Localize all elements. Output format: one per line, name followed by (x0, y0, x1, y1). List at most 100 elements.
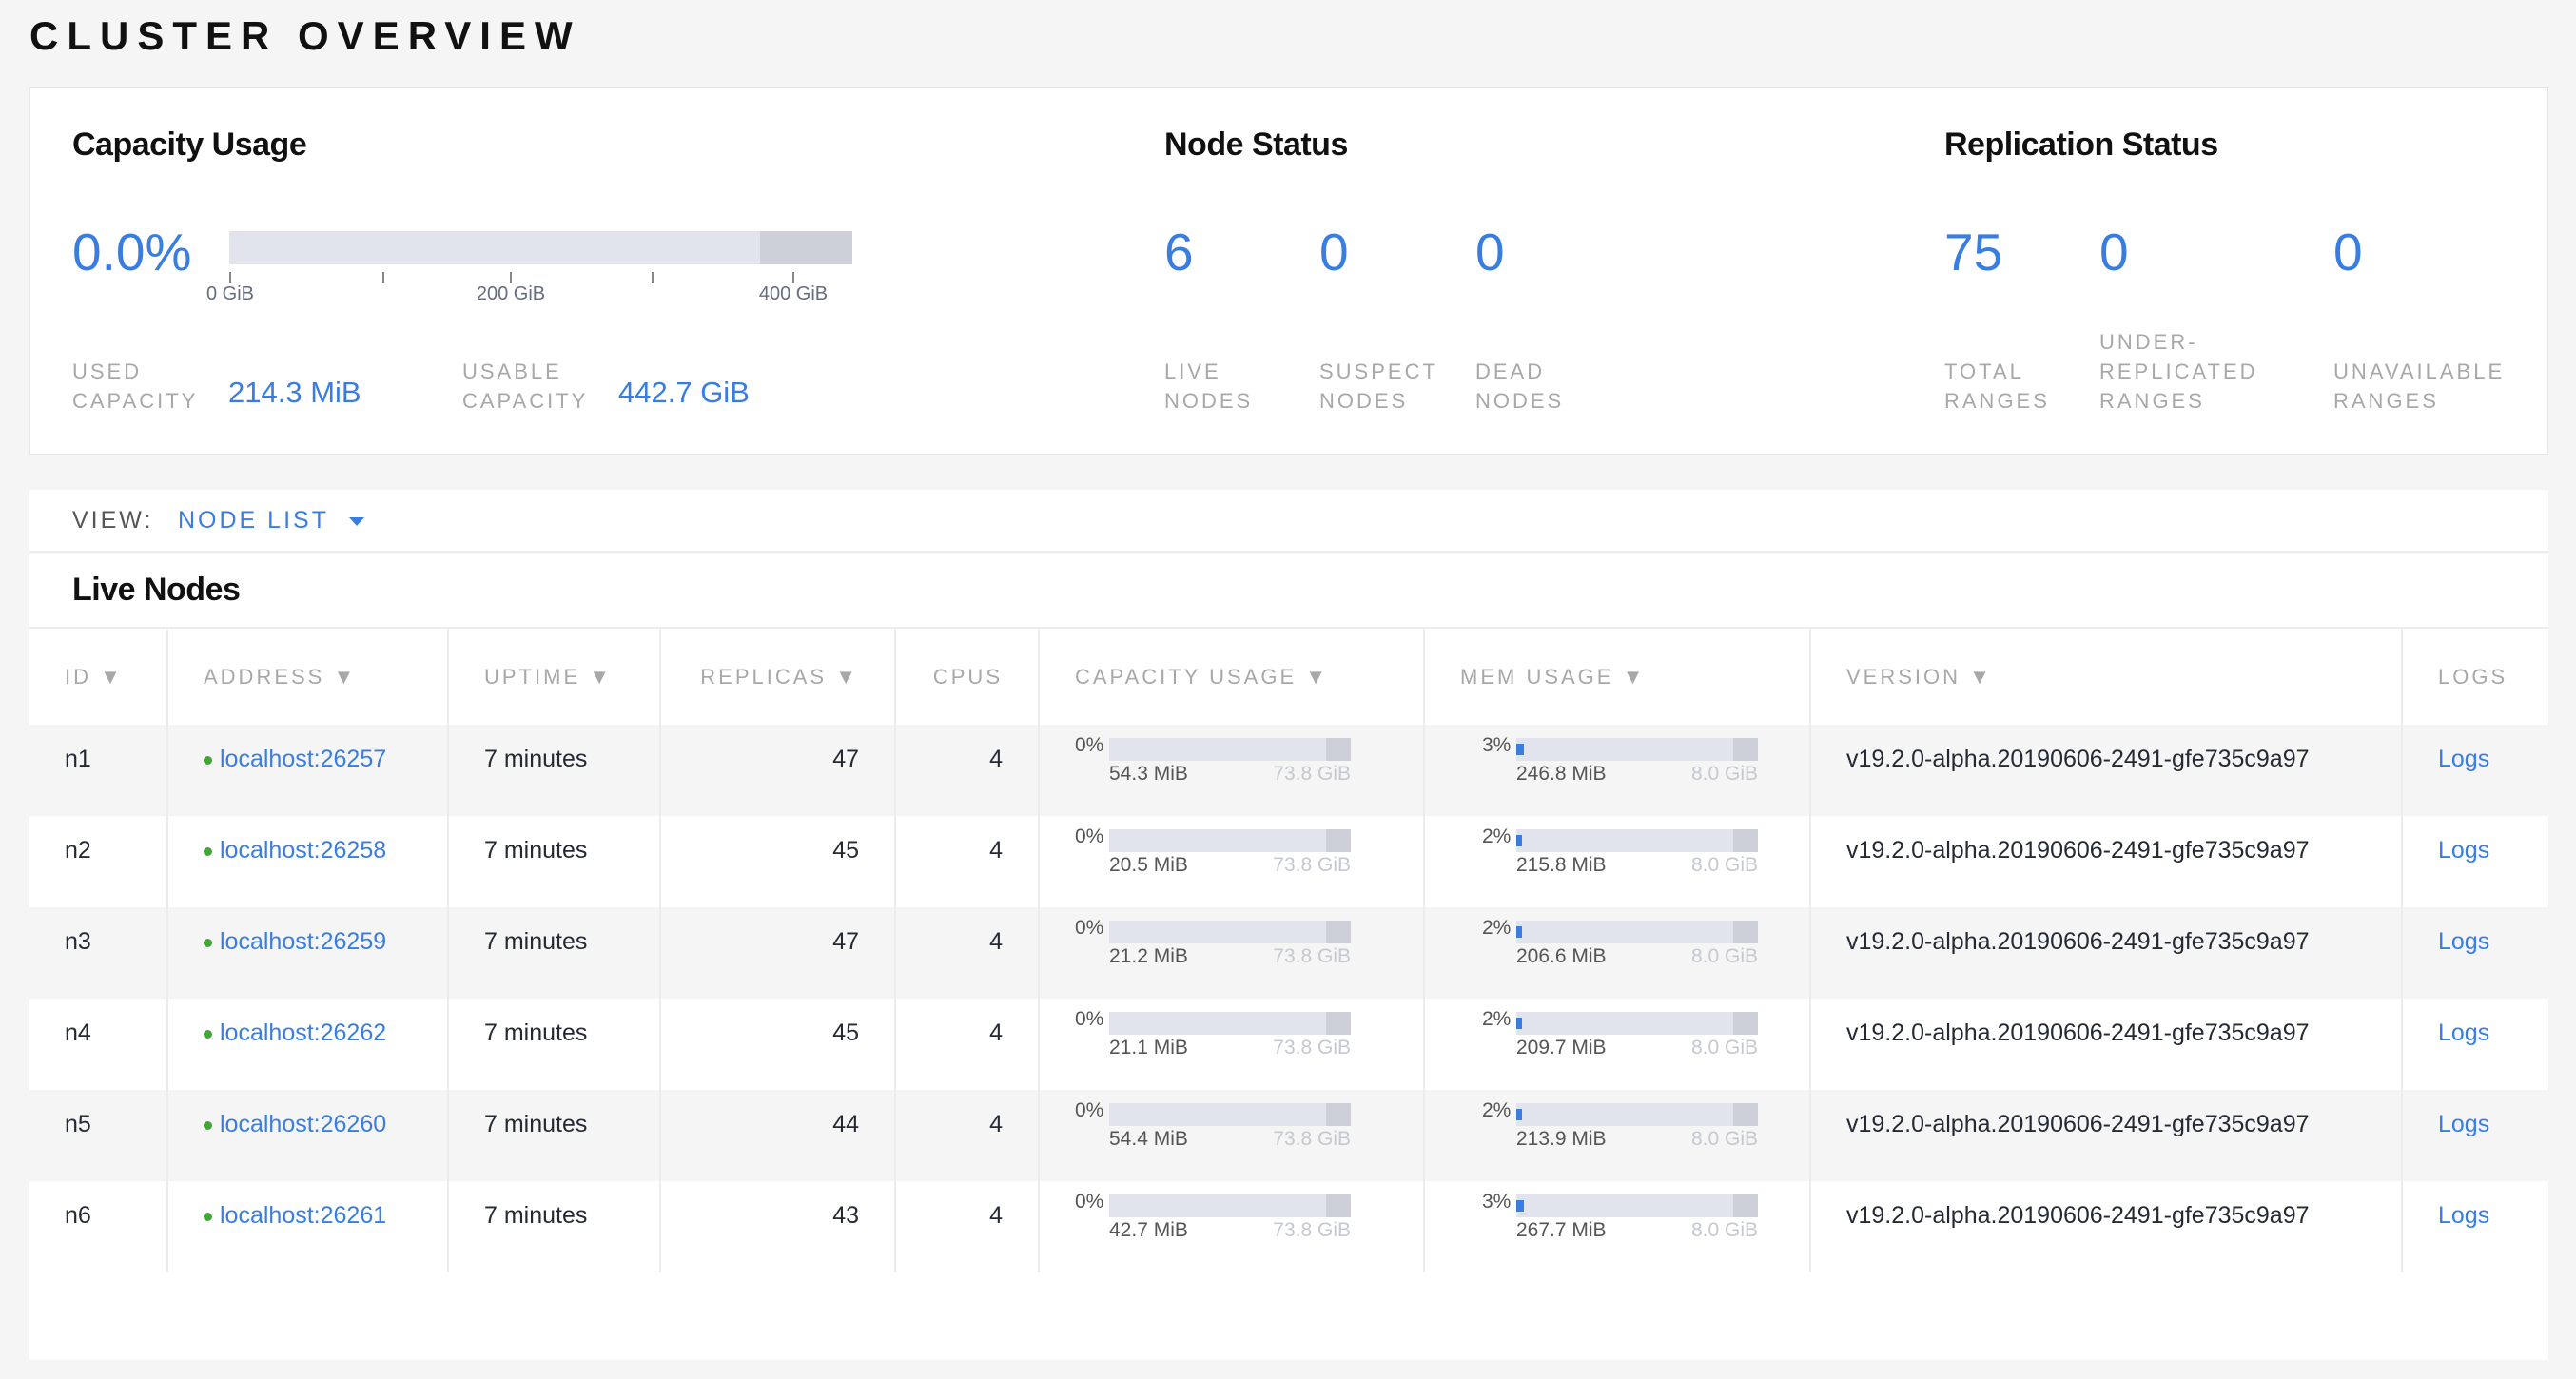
usable-capacity-value: 442.7 GiB (618, 376, 750, 409)
capacity-bar-reserved (760, 231, 852, 264)
cap-usage: 0% 42.7 MiB 73.8 GiB (1075, 1191, 1423, 1248)
caret-down-icon[interactable] (349, 517, 364, 526)
node-uptime: 7 minutes (448, 725, 661, 816)
dead-nodes-count: 0 (1475, 223, 1505, 282)
mem-bar-reserved (1733, 1012, 1758, 1035)
mem-usage: 2% 215.8 MiB 8.0 GiB (1482, 825, 1809, 883)
suspect-nodes-label: SUSPECT NODES (1319, 359, 1438, 413)
mem-usage: 2% 206.6 MiB 8.0 GiB (1482, 917, 1809, 974)
node-uptime: 7 minutes (448, 907, 661, 999)
node-address-link[interactable]: localhost:26259 (220, 928, 387, 955)
mem-usage: 2% 209.7 MiB 8.0 GiB (1482, 1008, 1809, 1065)
node-replicas: 47 (660, 725, 896, 816)
used-capacity-value: 214.3 MiB (228, 376, 361, 409)
mem-usage: 3% 246.8 MiB 8.0 GiB (1482, 734, 1809, 791)
tick (652, 272, 654, 283)
logs-link[interactable]: Logs (2438, 928, 2490, 955)
cap-percent: 0% (1075, 1008, 1104, 1030)
mem-bar (1516, 1194, 1758, 1217)
node-address-link[interactable]: localhost:26261 (220, 1202, 387, 1229)
node-uptime: 7 minutes (448, 1090, 661, 1181)
logs-link[interactable]: Logs (2438, 837, 2490, 864)
logs-link[interactable]: Logs (2438, 1111, 2490, 1137)
table-row: n1 localhost:26257 7 minutes 47 4 0% 54.… (29, 725, 2548, 816)
cap-used: 54.3 MiB (1109, 763, 1188, 785)
replication-status-title: Replication Status (1944, 126, 2218, 163)
mem-percent: 2% (1482, 825, 1512, 847)
column-header-replicas[interactable]: REPLICAS ▼ (660, 629, 896, 725)
logs-link[interactable]: Logs (2438, 1020, 2490, 1046)
column-header-uptime[interactable]: UPTIME ▼ (448, 629, 661, 725)
tick (382, 272, 384, 283)
cap-total: 73.8 GiB (1273, 1219, 1351, 1241)
node-address-link[interactable]: localhost:26262 (220, 1020, 387, 1046)
node-address-link[interactable]: localhost:26258 (220, 837, 387, 864)
cap-used: 42.7 MiB (1109, 1219, 1188, 1241)
tick-label: 0 GiB (205, 283, 255, 304)
node-replicas: 45 (660, 816, 896, 907)
cap-percent: 0% (1075, 1191, 1104, 1213)
mem-used: 267.7 MiB (1516, 1219, 1607, 1241)
table-row: n6 localhost:26261 7 minutes 43 4 0% 42.… (29, 1181, 2548, 1272)
mem-total: 8.0 GiB (1690, 854, 1758, 876)
node-address: localhost:26259 (167, 907, 449, 999)
node-id: n5 (29, 1090, 168, 1181)
mem-bar-reserved (1733, 738, 1758, 761)
table-footer-space (29, 1272, 2548, 1360)
table-row: n2 localhost:26258 7 minutes 45 4 0% 20.… (29, 816, 2548, 907)
cap-bar (1109, 738, 1351, 761)
mem-bar (1516, 921, 1758, 943)
mem-bar-reserved (1733, 1103, 1758, 1126)
cap-usage: 0% 54.4 MiB 73.8 GiB (1075, 1099, 1423, 1156)
mem-total: 8.0 GiB (1690, 763, 1758, 785)
column-header-capacity-usage[interactable]: CAPACITY USAGE ▼ (1039, 629, 1425, 725)
node-replicas: 47 (660, 907, 896, 999)
node-uptime: 7 minutes (448, 1181, 661, 1272)
node-mem-usage: 3% 267.7 MiB 8.0 GiB (1424, 1181, 1811, 1272)
mem-total: 8.0 GiB (1690, 1219, 1758, 1241)
column-header-address[interactable]: ADDRESS ▼ (167, 629, 449, 725)
cap-total: 73.8 GiB (1273, 1037, 1351, 1059)
column-header-id[interactable]: ID ▼ (29, 629, 168, 725)
node-address-link[interactable]: localhost:26260 (220, 1111, 387, 1137)
mem-used: 213.9 MiB (1516, 1128, 1607, 1150)
cap-used: 20.5 MiB (1109, 854, 1188, 876)
cap-bar-reserved (1326, 921, 1351, 943)
mem-bar (1516, 738, 1758, 761)
table-row: n3 localhost:26259 7 minutes 47 4 0% 21.… (29, 907, 2548, 999)
live-status-dot-icon (204, 938, 212, 947)
node-logs-cell: Logs (2402, 725, 2548, 816)
logs-link[interactable]: Logs (2438, 1202, 2490, 1229)
unavailable-ranges-count: 0 (2333, 223, 2363, 282)
table-row: n4 localhost:26262 7 minutes 45 4 0% 21.… (29, 999, 2548, 1090)
page-title: CLUSTER OVERVIEW (29, 13, 581, 58)
cap-used: 21.1 MiB (1109, 1037, 1188, 1059)
node-replicas: 44 (660, 1090, 896, 1181)
mem-percent: 2% (1482, 917, 1512, 939)
live-status-dot-icon (204, 846, 212, 856)
mem-bar (1516, 829, 1758, 852)
view-dropdown[interactable]: NODE LIST (178, 507, 329, 534)
summary-card: Capacity Usage 0.0% 0 GiB 200 GiB 400 Gi… (29, 87, 2548, 455)
node-capacity-usage: 0% 54.3 MiB 73.8 GiB (1039, 725, 1425, 816)
mem-bar-fill (1516, 1109, 1522, 1120)
cap-used: 21.2 MiB (1109, 945, 1188, 967)
view-selector-bar: VIEW: NODE LIST (29, 490, 2548, 553)
cap-total: 73.8 GiB (1273, 1128, 1351, 1150)
node-capacity-usage: 0% 21.1 MiB 73.8 GiB (1039, 999, 1425, 1090)
node-cpus: 4 (895, 816, 1040, 907)
mem-bar-fill (1516, 835, 1522, 846)
capacity-percent: 0.0% (72, 223, 192, 282)
column-header-mem-usage[interactable]: MEM USAGE ▼ (1424, 629, 1811, 725)
mem-total: 8.0 GiB (1690, 1037, 1758, 1059)
node-mem-usage: 2% 206.6 MiB 8.0 GiB (1424, 907, 1811, 999)
live-nodes-count: 6 (1164, 223, 1194, 282)
cap-total: 73.8 GiB (1273, 945, 1351, 967)
column-header-version[interactable]: VERSION ▼ (1810, 629, 2403, 725)
live-nodes-label: LIVE NODES (1164, 359, 1254, 413)
logs-link[interactable]: Logs (2438, 746, 2490, 772)
suspect-nodes-count: 0 (1319, 223, 1349, 282)
node-address-link[interactable]: localhost:26257 (220, 746, 387, 772)
node-logs-cell: Logs (2402, 816, 2548, 907)
cap-percent: 0% (1075, 1099, 1104, 1121)
